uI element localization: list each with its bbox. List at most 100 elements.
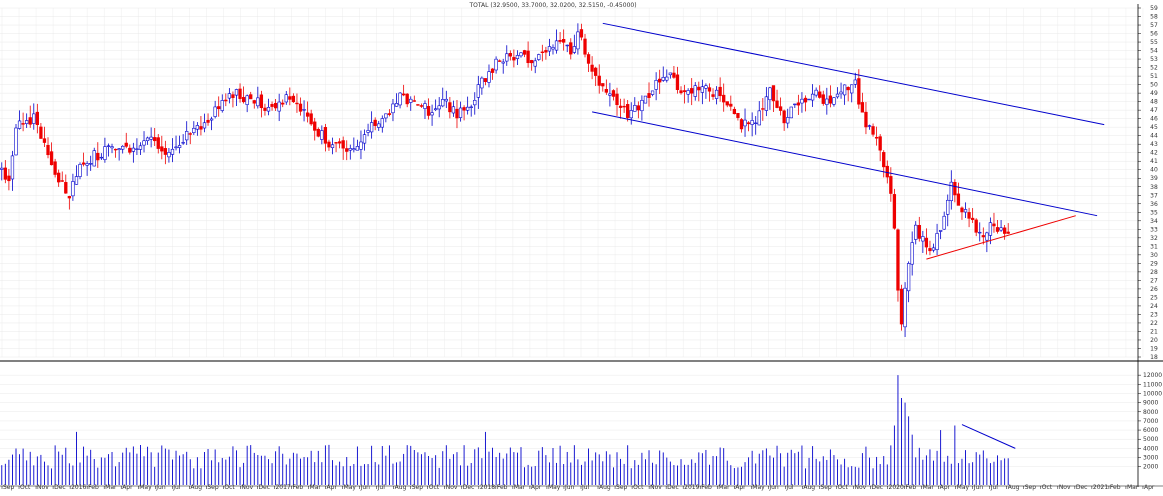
candle-body [313,121,317,131]
candle-body [124,142,128,147]
candle-body [729,103,733,107]
candle-body [99,156,104,159]
grid [0,7,1144,467]
candle-body [323,127,328,144]
candle-body [444,98,448,102]
volume-tick-label: 3000 [1143,455,1158,462]
x-tick-label: 2020 [889,484,904,491]
candle-body [298,103,303,112]
volume-tick-label: 11000 [1143,381,1162,388]
candle-body [224,99,228,102]
candle-body [675,74,680,90]
candle-body [433,108,438,111]
candle-body [188,133,192,135]
x-tick-label: Aug [803,484,815,491]
volume-tick-label: 6000 [1143,427,1158,434]
x-tick-label: 2016 [71,484,86,491]
candle-body [682,90,687,93]
x-tick-label: Sep [3,484,15,491]
candle-body [227,93,232,99]
price-tick-label: 44 [1150,133,1158,140]
candle-body [192,127,196,133]
candle-body [533,60,537,67]
candle-body [554,40,559,51]
price-tick-label: 28 [1150,269,1158,276]
candle-body [953,181,957,196]
candle-body [775,100,779,108]
candlesticks [0,23,1010,337]
candle-body [647,93,651,98]
x-tick-label: Oct [1042,484,1053,491]
candle-body [732,108,737,115]
x-tick-label: Feb [1110,484,1121,491]
candle-body [654,80,658,90]
candle-body [629,110,633,119]
volume-tick-label: 4000 [1143,445,1158,452]
candle-body [174,146,178,149]
candle-body [217,106,221,110]
candle-body [978,231,982,234]
candle-body [526,50,530,64]
price-tick-label: 36 [1150,201,1158,208]
candle-body [725,101,729,106]
candle-body [377,123,381,128]
price-tick-label: 33 [1150,226,1158,233]
volume-tick-label: 9000 [1143,400,1158,407]
candle-body [586,54,591,64]
volume-tick-label: 8000 [1143,409,1158,416]
x-tick-label: Mar [1127,484,1139,491]
candle-body [362,134,367,144]
x-tick-label: Jul [581,484,590,491]
candle-body [391,103,395,114]
candle-body [423,103,427,109]
candle-body [17,120,22,129]
x-tick-label: Jul [172,484,181,491]
candle-body [960,207,964,213]
x-tick-label: Feb [293,484,304,491]
candle-body [39,126,43,139]
candle-body [928,248,932,252]
candle-body [864,111,868,128]
price-tick-label: 43 [1150,141,1158,148]
candle-body [487,71,491,83]
candle-body [405,93,409,105]
price-tick-label: 47 [1150,107,1158,114]
candle-body [46,145,50,156]
candle-body [384,113,388,119]
candle-body [636,105,640,111]
candle-body [949,181,953,202]
candle-body [113,148,118,151]
candle-body [906,263,911,292]
candle-body [412,100,416,102]
candle-body [764,96,769,111]
x-tick-label: Mar [310,484,322,491]
candle-body [711,94,715,97]
candle-body [206,119,210,123]
x-tick-label: Jun [768,484,779,491]
candle-body [860,102,865,113]
price-tick-label: 41 [1150,158,1158,165]
candle-body [618,105,623,108]
candle-body [537,54,541,60]
candle-body [71,181,75,197]
candle-body [899,288,904,325]
candle-body [209,118,214,121]
x-tick-label: Dec [54,484,66,491]
price-tick-label: 27 [1150,277,1158,284]
x-tick-label: 2021 [1093,484,1108,491]
candle-body [938,230,943,232]
candle-body [896,229,900,291]
candle-body [263,107,267,111]
candle-body [352,148,356,151]
price-tick-label: 50 [1150,82,1158,89]
candle-body [661,77,665,81]
candle-body [515,55,520,59]
candle-body [999,227,1003,231]
channel-trendline [602,22,1105,126]
x-tick-label: Mar [105,484,117,491]
candle-body [704,85,708,89]
candle-body [668,72,673,76]
candle-body [273,102,278,109]
candle-body [903,287,907,328]
